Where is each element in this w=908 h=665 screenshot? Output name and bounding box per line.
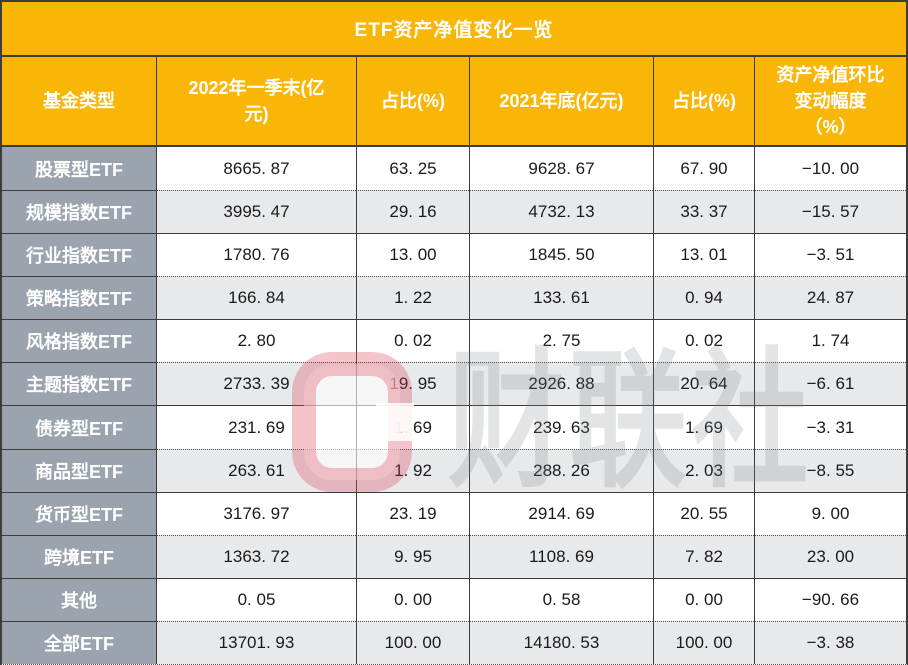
header-2022q1-value: 2022年一季末(亿 元) — [156, 57, 356, 147]
row-category: 全部ETF — [2, 620, 156, 664]
header-change-pct: 资产净值环比 变动幅度 （%） — [754, 57, 906, 147]
cell-value: 239. 63 — [469, 405, 653, 449]
header-share-2021: 占比(%) — [653, 57, 754, 147]
cell-value: 1. 69 — [653, 405, 754, 449]
cell-value: 2. 75 — [469, 319, 653, 363]
cell-value: 4732. 13 — [469, 190, 653, 234]
cell-value: 13701. 93 — [156, 620, 356, 664]
cell-value: 20. 55 — [653, 491, 754, 535]
cell-value: 2. 03 — [653, 448, 754, 492]
cell-value: 0. 02 — [653, 319, 754, 363]
cell-value: 100. 00 — [356, 620, 469, 664]
cell-value: 9. 95 — [356, 534, 469, 578]
cell-value: 100. 00 — [653, 620, 754, 664]
cell-value: 231. 69 — [156, 405, 356, 449]
cell-value: 63. 25 — [356, 147, 469, 191]
cell-value: 0. 58 — [469, 577, 653, 621]
cell-value: 13. 01 — [653, 233, 754, 277]
row-category: 策略指数ETF — [2, 276, 156, 320]
cell-value: −6. 61 — [754, 362, 906, 406]
table-title: ETF资产净值变化一览 — [2, 2, 906, 57]
cell-value: 1. 69 — [356, 405, 469, 449]
row-category: 其他 — [2, 577, 156, 621]
cell-value: 1363. 72 — [156, 534, 356, 578]
cell-value: 1845. 50 — [469, 233, 653, 277]
cell-value: −8. 55 — [754, 448, 906, 492]
header-fund-type: 基金类型 — [2, 57, 156, 147]
cell-value: 23. 00 — [754, 534, 906, 578]
cell-value: −10. 00 — [754, 147, 906, 191]
cell-value: −3. 38 — [754, 620, 906, 664]
cell-value: 166. 84 — [156, 276, 356, 320]
cell-value: −3. 51 — [754, 233, 906, 277]
header-share-2022: 占比(%) — [356, 57, 469, 147]
cell-value: 24. 87 — [754, 276, 906, 320]
cell-value: 1108. 69 — [469, 534, 653, 578]
cell-value: −3. 31 — [754, 405, 906, 449]
cell-value: 1. 22 — [356, 276, 469, 320]
cell-value: 23. 19 — [356, 491, 469, 535]
cell-value: 14180. 53 — [469, 620, 653, 664]
cell-value: 263. 61 — [156, 448, 356, 492]
cell-value: 3176. 97 — [156, 491, 356, 535]
cell-value: 2926. 88 — [469, 362, 653, 406]
cell-value: −15. 57 — [754, 190, 906, 234]
row-category: 债券型ETF — [2, 405, 156, 449]
row-category: 商品型ETF — [2, 448, 156, 492]
row-category: 行业指数ETF — [2, 233, 156, 277]
cell-value: 133. 61 — [469, 276, 653, 320]
cell-value: 288. 26 — [469, 448, 653, 492]
row-category: 主题指数ETF — [2, 362, 156, 406]
row-category: 跨境ETF — [2, 534, 156, 578]
row-category: 规模指数ETF — [2, 190, 156, 234]
cell-value: 29. 16 — [356, 190, 469, 234]
cell-value: 9628. 67 — [469, 147, 653, 191]
cell-value: 1. 74 — [754, 319, 906, 363]
cell-value: 67. 90 — [653, 147, 754, 191]
cell-value: 0. 00 — [356, 577, 469, 621]
cell-value: 0. 94 — [653, 276, 754, 320]
cell-value: 13. 00 — [356, 233, 469, 277]
cell-value: −90. 66 — [754, 577, 906, 621]
cell-value: 0. 02 — [356, 319, 469, 363]
row-category: 股票型ETF — [2, 147, 156, 191]
cell-value: 0. 00 — [653, 577, 754, 621]
header-2021-value: 2021年底(亿元) — [469, 57, 653, 147]
row-category: 货币型ETF — [2, 491, 156, 535]
cell-value: 8665. 87 — [156, 147, 356, 191]
cell-value: 19. 95 — [356, 362, 469, 406]
cell-value: 2733. 39 — [156, 362, 356, 406]
cell-value: 0. 05 — [156, 577, 356, 621]
cell-value: 1780. 76 — [156, 233, 356, 277]
cell-value: 2. 80 — [156, 319, 356, 363]
cell-value: 9. 00 — [754, 491, 906, 535]
cell-value: 1. 92 — [356, 448, 469, 492]
row-category: 风格指数ETF — [2, 319, 156, 363]
cell-value: 2914. 69 — [469, 491, 653, 535]
cell-value: 20. 64 — [653, 362, 754, 406]
cell-value: 3995. 47 — [156, 190, 356, 234]
cell-value: 7. 82 — [653, 534, 754, 578]
cell-value: 33. 37 — [653, 190, 754, 234]
